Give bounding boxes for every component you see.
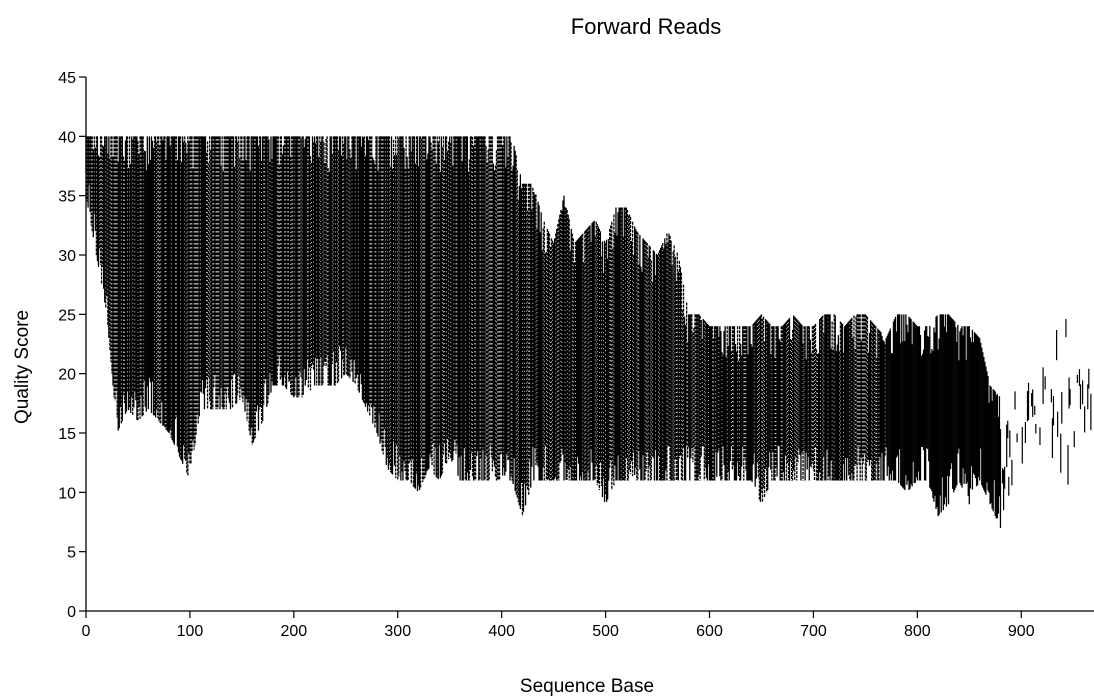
y-axis: 0 5 10 15 20 25 30 35 40 45 xyxy=(58,70,87,621)
chart-title: Forward Reads xyxy=(571,14,721,39)
x-tick-label: 900 xyxy=(1008,623,1035,640)
x-tick-label: 500 xyxy=(592,623,619,640)
y-tick-label: 25 xyxy=(58,307,76,324)
y-tick-label: 20 xyxy=(58,367,76,384)
y-tick-label: 40 xyxy=(58,129,76,146)
x-tick-label: 100 xyxy=(177,623,204,640)
plot-area xyxy=(85,136,1092,528)
x-tick-label: 0 xyxy=(82,623,91,640)
y-tick-label: 5 xyxy=(67,545,76,562)
x-tick-label: 200 xyxy=(280,623,307,640)
x-tick-label: 300 xyxy=(384,623,411,640)
x-tick-label: 800 xyxy=(904,623,931,640)
y-tick-label: 10 xyxy=(58,485,76,502)
y-tick-label: 35 xyxy=(58,189,76,206)
x-axis-label: Sequence Base xyxy=(520,676,654,697)
x-tick-label: 400 xyxy=(488,623,515,640)
y-tick-label: 45 xyxy=(58,70,76,87)
y-tick-label: 30 xyxy=(58,248,76,265)
x-tick-label: 600 xyxy=(696,623,723,640)
x-tick-label: 700 xyxy=(800,623,827,640)
y-tick-label: 15 xyxy=(58,426,76,443)
y-axis-label: Quality Score xyxy=(12,310,33,424)
y-tick-label: 0 xyxy=(67,604,76,621)
x-axis: 0 100 200 300 400 500 600 700 800 900 xyxy=(82,610,1094,640)
